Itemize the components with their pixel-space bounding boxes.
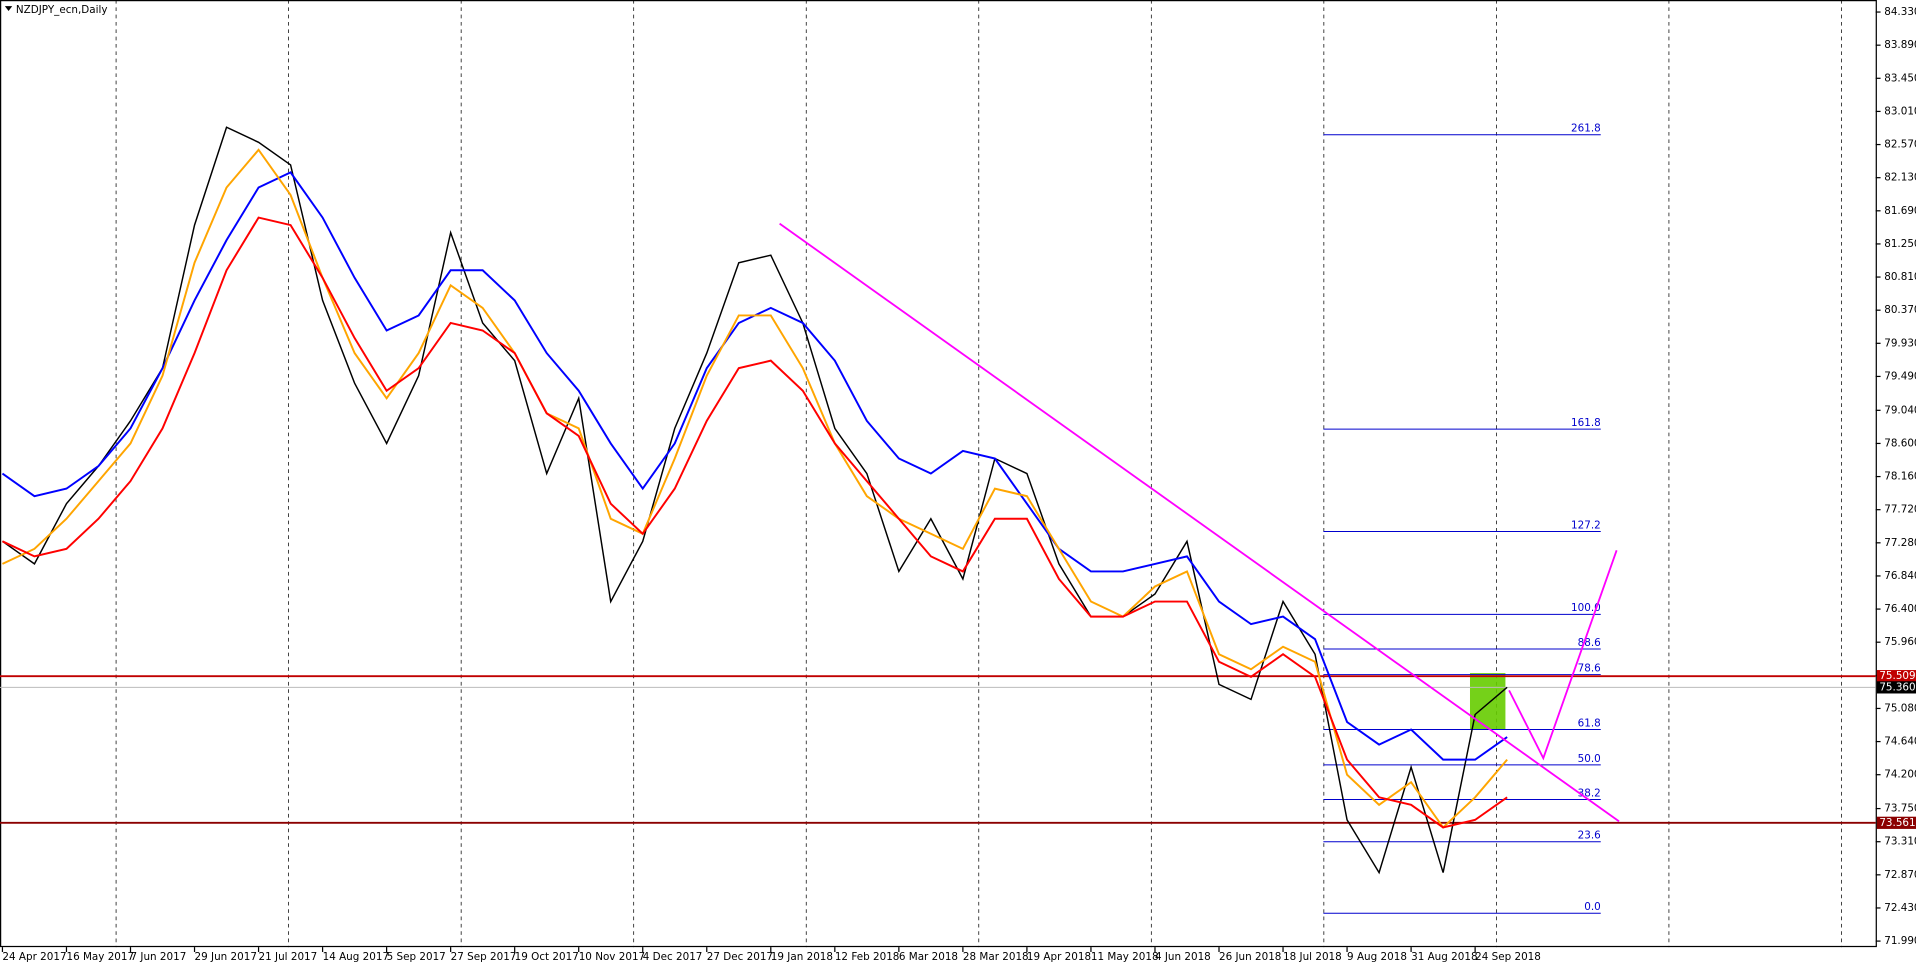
x-tick-label: 5 Sep 2017 [387,951,446,963]
level-tag [1876,670,1916,683]
x-tick-label: 28 Mar 2018 [963,951,1029,963]
x-tick-label: 10 Nov 2017 [579,951,645,963]
y-tick-label: 75.960 [1884,636,1916,648]
x-tick-label: 24 Sep 2018 [1475,951,1541,963]
x-tick-label: 6 Mar 2018 [899,951,958,963]
x-tick-label: 16 May 2017 [66,951,134,963]
x-tick-label: 27 Dec 2017 [707,951,773,963]
x-tick-label: 4 Dec 2017 [643,951,703,963]
y-tick-label: 73.750 [1884,803,1916,815]
y-tick-label: 72.870 [1884,869,1916,881]
x-tick-label: 7 Jun 2017 [131,951,187,963]
y-tick-label: 74.640 [1884,736,1916,748]
moving-average [2,216,1508,829]
fib-label: 127.2 [1571,519,1601,531]
x-tick-label: 26 Jun 2018 [1219,951,1281,963]
y-tick-label: 73.310 [1884,836,1916,848]
target-zone [1469,673,1506,730]
y-tick-label: 83.450 [1884,72,1916,84]
x-tick-label: 9 Aug 2018 [1347,951,1407,963]
y-tick-label: 80.370 [1884,304,1916,316]
x-tick-label: 19 Apr 2018 [1027,951,1091,963]
fib-label: 78.6 [1578,662,1601,674]
moving-average [2,148,1508,829]
x-tick-label: 18 Jul 2018 [1283,951,1342,963]
plot-frame [0,0,1877,948]
x-tick-label: 11 May 2018 [1091,951,1159,963]
y-tick-label: 77.280 [1884,537,1916,549]
level-tag-label: 75.509 [1879,670,1915,682]
projection [1508,550,1618,761]
fib-label: 161.8 [1571,417,1601,429]
x-tick-label: 14 Aug 2017 [323,951,389,963]
fib-label: 0.0 [1584,901,1600,913]
level-tag [1876,816,1916,829]
y-tick-label: 72.430 [1884,902,1916,914]
price-line [2,126,1508,875]
fib-label: 100.0 [1571,602,1601,614]
x-tick-label: 24 Apr 2017 [2,951,66,963]
x-tick-label: 29 Jun 2017 [195,951,257,963]
x-tick-label: 4 Jun 2018 [1155,951,1211,963]
y-tick-label: 79.040 [1884,404,1916,416]
y-tick-label: 77.720 [1884,504,1916,516]
y-tick-label: 81.690 [1884,205,1916,217]
fib-label: 23.6 [1578,830,1601,842]
y-tick-label: 75.080 [1884,702,1916,714]
fib-label: 261.8 [1571,123,1601,135]
x-tick-label: 12 Feb 2018 [835,951,900,963]
trendline [779,222,1620,823]
y-tick-label: 71.990 [1884,935,1916,947]
y-tick-label: 83.010 [1884,105,1916,117]
y-tick-label: 79.490 [1884,370,1916,382]
y-tick-label: 84.330 [1884,6,1916,18]
y-tick-label: 78.600 [1884,437,1916,449]
chart-title: NZDJPY_ecn,Daily [16,4,108,16]
x-tick-label: 31 Aug 2018 [1411,951,1477,963]
y-tick-label: 81.250 [1884,238,1916,250]
y-tick-label: 82.570 [1884,139,1916,151]
x-tick-label: 19 Oct 2017 [515,951,579,963]
fib-label: 50.0 [1578,753,1601,765]
y-tick-label: 83.890 [1884,39,1916,51]
level-tag-label: 73.561 [1879,817,1915,829]
fib-label: 88.6 [1578,637,1601,649]
y-tick-label: 79.930 [1884,337,1916,349]
y-tick-label: 78.160 [1884,471,1916,483]
y-tick-label: 82.130 [1884,172,1916,184]
current-price-tag [1876,681,1916,694]
fib-label: 61.8 [1578,717,1601,729]
x-tick-label: 21 Jul 2017 [259,951,318,963]
y-tick-label: 76.400 [1884,603,1916,615]
current-price-label: 75.360 [1879,681,1915,693]
y-tick-label: 76.840 [1884,570,1916,582]
y-tick-label: 80.810 [1884,271,1916,283]
title-arrow [4,6,13,11]
y-tick-label: 74.200 [1884,769,1916,781]
x-tick-label: 27 Sep 2017 [451,951,517,963]
x-tick-label: 19 Jan 2018 [771,951,833,963]
